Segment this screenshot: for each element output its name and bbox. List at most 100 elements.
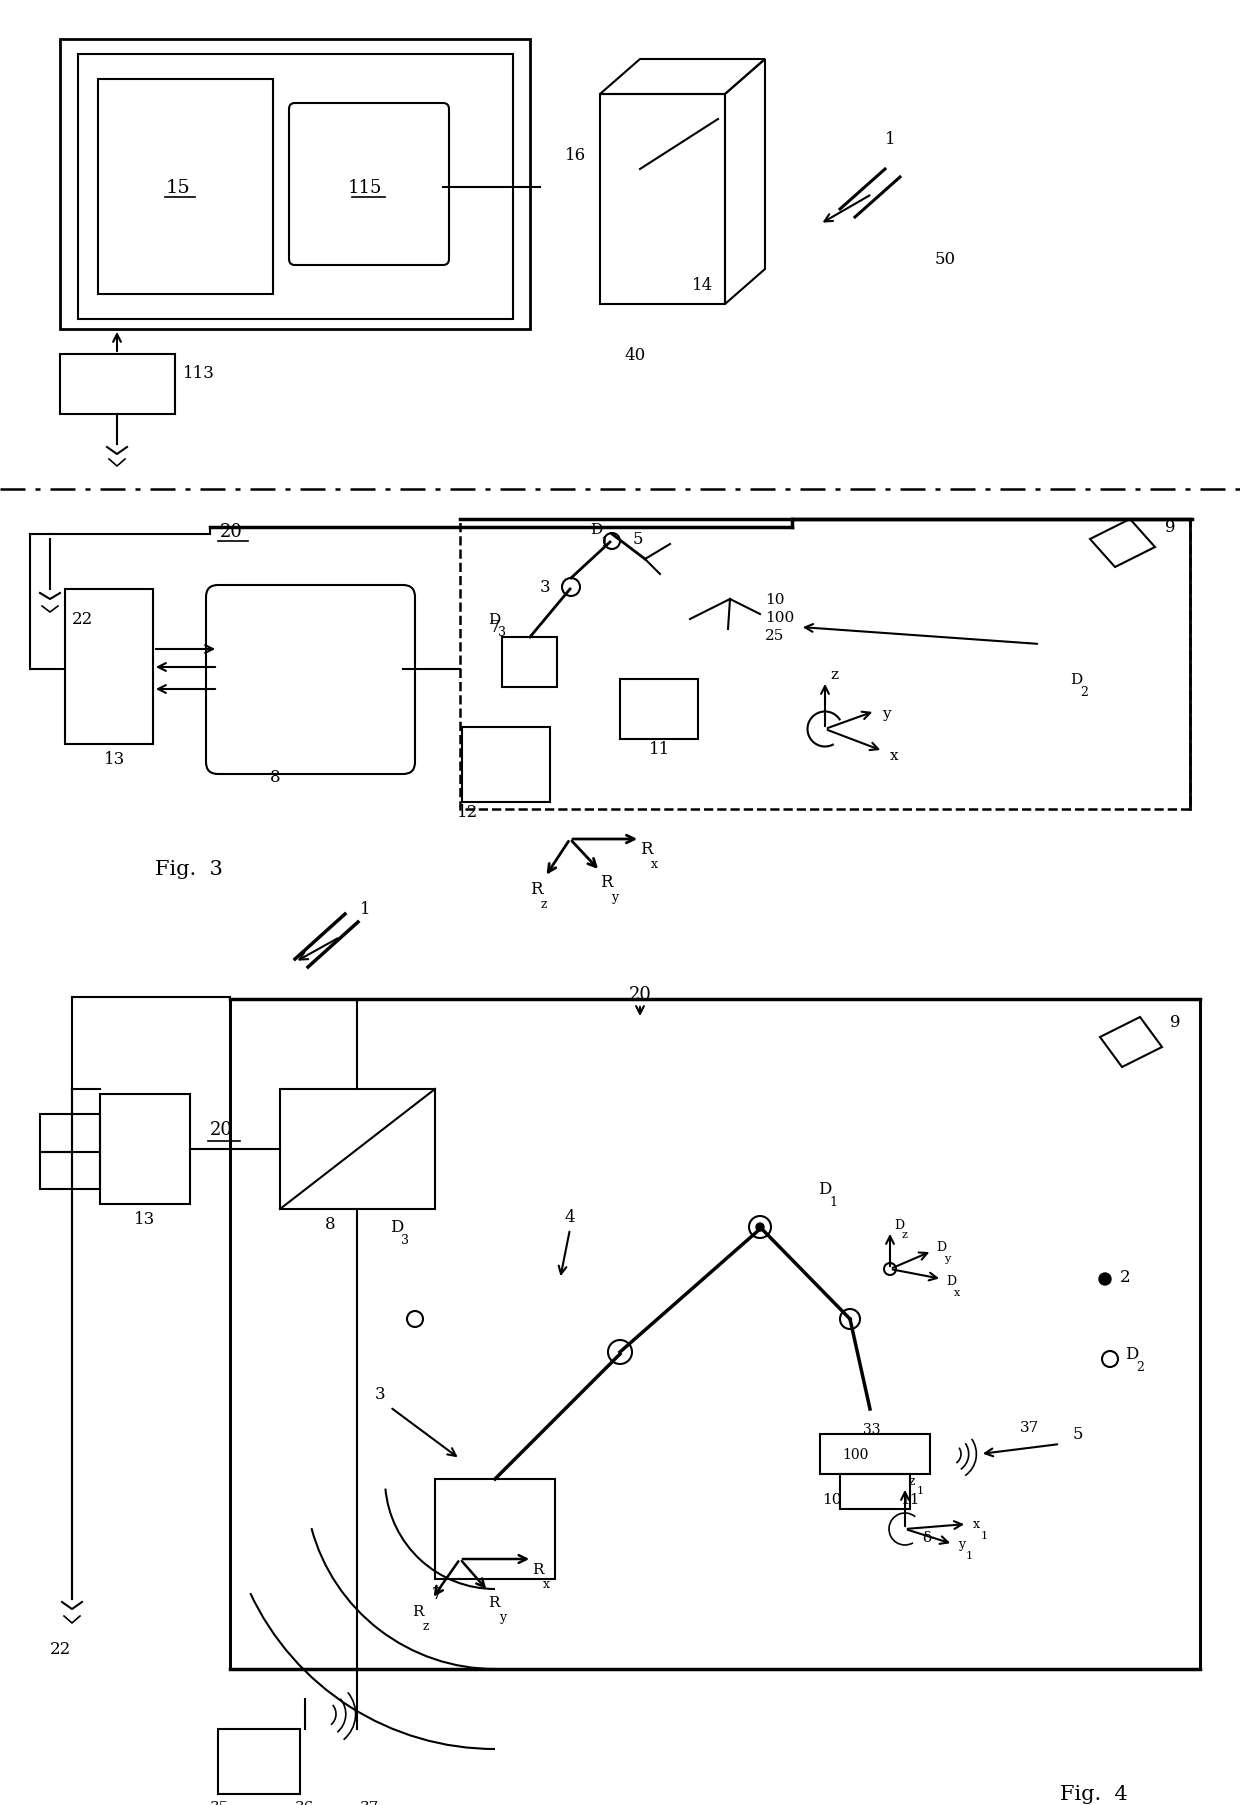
Text: Fig.  3: Fig. 3 — [155, 859, 223, 879]
Text: 115: 115 — [347, 179, 382, 197]
Circle shape — [407, 1310, 423, 1327]
Text: x: x — [954, 1287, 960, 1298]
Bar — [229, 1000, 1200, 1670]
Text: y: y — [959, 1538, 965, 1550]
Text: 1: 1 — [600, 536, 608, 549]
Text: 9: 9 — [1166, 520, 1176, 536]
Text: R: R — [640, 841, 652, 857]
Text: 20: 20 — [629, 986, 651, 1004]
Text: 16: 16 — [564, 146, 585, 164]
Text: 1: 1 — [360, 901, 371, 919]
Text: Fig.  4: Fig. 4 — [1060, 1785, 1127, 1803]
Text: y: y — [944, 1253, 950, 1263]
Text: y: y — [611, 890, 618, 904]
Bar — [40, 1114, 100, 1189]
Text: 37: 37 — [1021, 1421, 1039, 1435]
Bar — [502, 637, 557, 688]
Text: 3: 3 — [374, 1386, 386, 1402]
Circle shape — [604, 534, 620, 551]
Text: 12: 12 — [458, 803, 479, 821]
Circle shape — [756, 1224, 764, 1231]
Text: z: z — [909, 1475, 915, 1487]
Text: 36: 36 — [295, 1800, 315, 1805]
Text: x: x — [973, 1518, 980, 1531]
Text: D: D — [1070, 673, 1083, 686]
Text: x: x — [651, 857, 658, 870]
Text: 1: 1 — [966, 1550, 973, 1560]
Text: D: D — [391, 1218, 403, 1236]
Text: R: R — [412, 1605, 424, 1617]
Text: 2: 2 — [1120, 1269, 1131, 1285]
Text: 4: 4 — [564, 1209, 575, 1226]
Text: x: x — [543, 1578, 551, 1590]
Text: R: R — [489, 1596, 500, 1608]
Text: R: R — [532, 1561, 543, 1576]
Circle shape — [1099, 1273, 1111, 1285]
Text: 10: 10 — [765, 592, 785, 606]
Text: 13: 13 — [104, 751, 125, 769]
Bar — [620, 680, 698, 740]
Text: 1: 1 — [830, 1195, 837, 1208]
Text: 8: 8 — [325, 1217, 335, 1233]
Text: 10: 10 — [822, 1493, 842, 1505]
Bar — [218, 1729, 300, 1794]
Text: D: D — [894, 1218, 904, 1231]
Text: 3: 3 — [539, 579, 551, 596]
Bar — [600, 96, 725, 305]
Text: z: z — [830, 668, 838, 682]
Text: D: D — [1125, 1347, 1138, 1363]
Text: y: y — [882, 706, 890, 720]
Text: 9: 9 — [1171, 1014, 1180, 1031]
Bar — [100, 1094, 190, 1204]
Text: 35: 35 — [210, 1800, 229, 1805]
Bar — [839, 1475, 910, 1509]
Text: 7: 7 — [490, 619, 501, 635]
Text: z: z — [423, 1619, 429, 1632]
Text: 3: 3 — [498, 626, 506, 639]
Text: z: z — [901, 1229, 908, 1240]
Bar — [435, 1478, 556, 1579]
Bar — [60, 40, 529, 330]
Text: 1: 1 — [918, 1486, 924, 1495]
Text: 22: 22 — [72, 612, 93, 628]
Text: 40: 40 — [625, 347, 646, 363]
Circle shape — [608, 1341, 632, 1365]
Circle shape — [1102, 1352, 1118, 1366]
Text: D: D — [818, 1180, 831, 1199]
Text: R: R — [600, 874, 613, 892]
Text: 5: 5 — [1073, 1426, 1084, 1442]
Text: z: z — [541, 897, 548, 910]
Text: 8: 8 — [269, 769, 280, 785]
Bar — [98, 79, 273, 294]
Text: 15: 15 — [166, 179, 191, 197]
Text: 3: 3 — [401, 1233, 409, 1245]
Circle shape — [884, 1264, 897, 1276]
Text: 20: 20 — [210, 1121, 233, 1139]
Bar — [64, 590, 153, 745]
Text: 33: 33 — [863, 1422, 880, 1437]
Text: D: D — [489, 612, 500, 626]
Text: 11: 11 — [650, 742, 671, 758]
Text: 20: 20 — [219, 523, 243, 542]
Text: 113: 113 — [184, 365, 215, 381]
Text: 14: 14 — [692, 276, 714, 294]
Text: 100: 100 — [765, 610, 795, 625]
Bar — [463, 727, 551, 803]
Bar — [280, 1090, 435, 1209]
Bar — [460, 520, 1190, 810]
Text: 5: 5 — [632, 531, 644, 549]
Text: R: R — [529, 881, 543, 899]
Text: 2: 2 — [1136, 1361, 1143, 1374]
Text: y: y — [498, 1610, 506, 1623]
Text: 22: 22 — [50, 1641, 71, 1657]
Text: x: x — [890, 749, 899, 762]
Text: 50: 50 — [935, 251, 956, 269]
Text: 1: 1 — [884, 132, 895, 148]
Bar — [78, 54, 513, 319]
Text: 100: 100 — [842, 1448, 868, 1462]
Bar — [60, 356, 175, 415]
Circle shape — [749, 1217, 771, 1238]
Text: D: D — [590, 523, 603, 536]
Text: 7: 7 — [432, 1585, 443, 1603]
Text: 1: 1 — [981, 1531, 988, 1540]
